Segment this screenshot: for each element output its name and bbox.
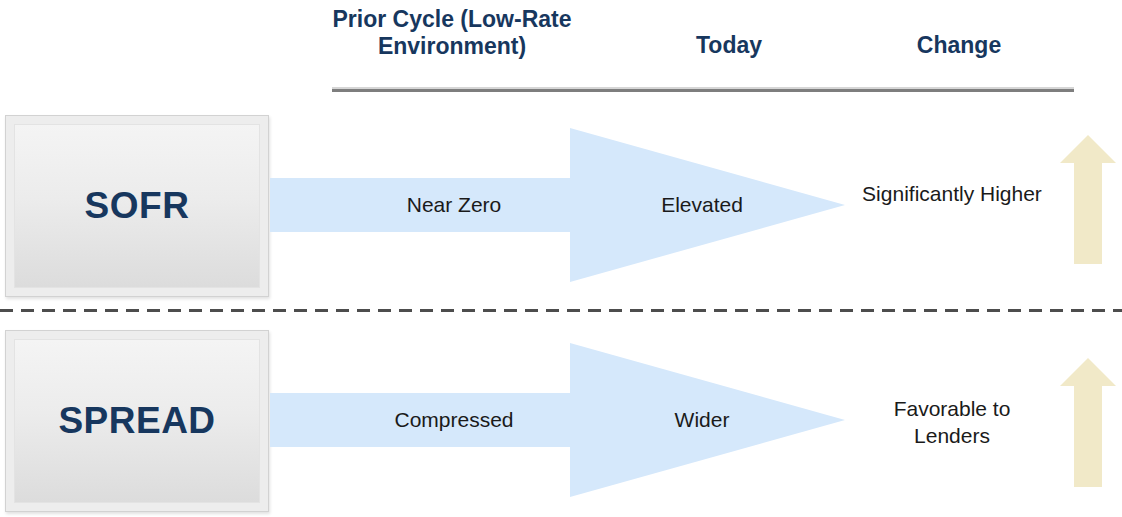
up-arrow-head	[1060, 135, 1116, 163]
row-label: SOFR	[85, 185, 190, 227]
header-prior-line1: Prior Cycle (Low-Rate	[333, 6, 572, 32]
up-arrow-icon	[1060, 358, 1116, 487]
sofr-label-box: SOFR	[5, 115, 269, 297]
today-value: Elevated	[612, 191, 792, 218]
today-value: Wider	[612, 406, 792, 433]
header-underline	[332, 87, 1074, 92]
dashed-divider	[0, 309, 1122, 312]
prior-value: Compressed	[334, 406, 574, 433]
up-arrow-icon	[1060, 135, 1116, 264]
up-arrow-stem	[1074, 385, 1102, 487]
row-spread: SPREAD Compressed Wider Favorable to Len…	[0, 330, 1122, 510]
spread-label-box-inner: SPREAD	[14, 339, 260, 503]
header-column-prior-cycle: Prior Cycle (Low-Rate Environment)	[312, 6, 592, 60]
up-arrow-stem	[1074, 162, 1102, 264]
header-column-change: Change	[889, 32, 1029, 59]
header-prior-line2: Environment)	[378, 33, 526, 59]
change-value: Significantly Higher	[862, 180, 1042, 207]
row-label: SPREAD	[58, 400, 215, 442]
sofr-label-box-inner: SOFR	[14, 124, 260, 288]
comparison-diagram: Prior Cycle (Low-Rate Environment) Today…	[0, 0, 1122, 517]
change-value: Favorable to Lenders	[862, 395, 1042, 449]
header-column-today: Today	[659, 32, 799, 59]
up-arrow-head	[1060, 358, 1116, 386]
spread-label-box: SPREAD	[5, 330, 269, 512]
row-sofr: SOFR Near Zero Elevated Significantly Hi…	[0, 115, 1122, 295]
prior-value: Near Zero	[334, 191, 574, 218]
